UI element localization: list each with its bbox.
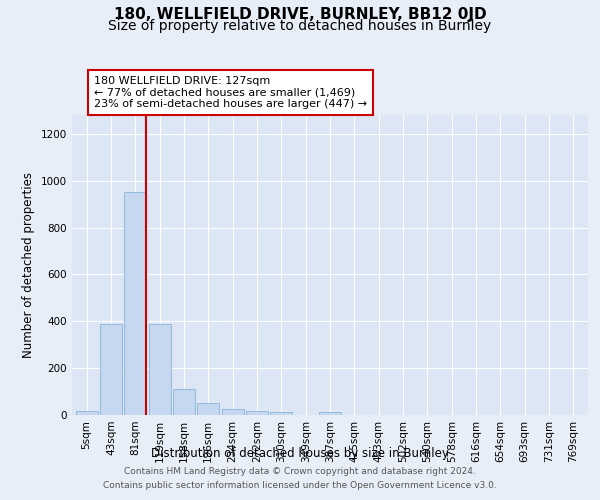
Bar — [76, 412, 98, 415]
Text: Contains HM Land Registry data © Crown copyright and database right 2024.: Contains HM Land Registry data © Crown c… — [124, 467, 476, 476]
Text: Distribution of detached houses by size in Burnley: Distribution of detached houses by size … — [151, 448, 449, 460]
Bar — [319, 412, 341, 415]
Bar — [173, 389, 195, 415]
Bar — [100, 324, 122, 415]
Text: 180, WELLFIELD DRIVE, BURNLEY, BB12 0JD: 180, WELLFIELD DRIVE, BURNLEY, BB12 0JD — [113, 8, 487, 22]
Text: Contains public sector information licensed under the Open Government Licence v3: Contains public sector information licen… — [103, 481, 497, 490]
Bar — [197, 404, 219, 415]
Bar — [271, 412, 292, 415]
Bar — [149, 324, 170, 415]
Bar — [221, 409, 244, 415]
Y-axis label: Number of detached properties: Number of detached properties — [22, 172, 35, 358]
Bar — [124, 192, 146, 415]
Bar — [246, 412, 268, 415]
Text: 180 WELLFIELD DRIVE: 127sqm
← 77% of detached houses are smaller (1,469)
23% of : 180 WELLFIELD DRIVE: 127sqm ← 77% of det… — [94, 76, 367, 109]
Text: Size of property relative to detached houses in Burnley: Size of property relative to detached ho… — [109, 19, 491, 33]
